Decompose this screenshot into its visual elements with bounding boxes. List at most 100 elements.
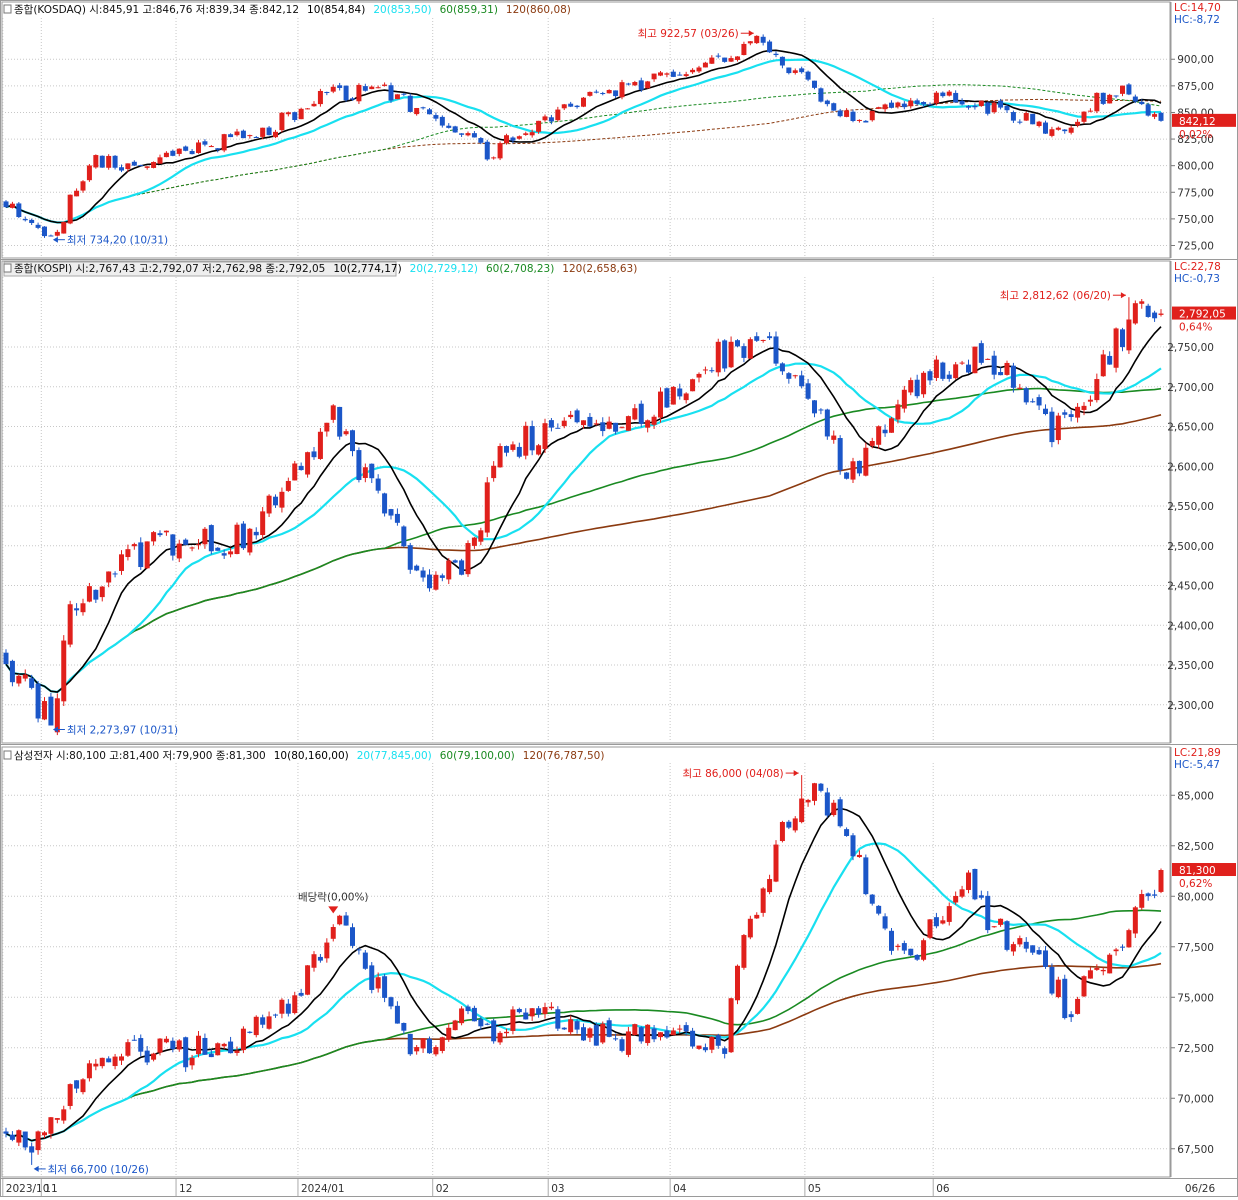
candle-body[interactable] [933, 92, 939, 104]
candle-body[interactable] [696, 373, 702, 378]
candle-body[interactable] [1075, 406, 1081, 418]
candle-body[interactable] [119, 167, 124, 171]
candle-body[interactable] [523, 425, 529, 456]
candle-body[interactable] [658, 72, 663, 76]
candle-body[interactable] [151, 1053, 157, 1060]
candle-body[interactable] [510, 137, 516, 141]
candle-body[interactable] [940, 92, 946, 97]
candle-body[interactable] [388, 85, 394, 101]
candle-body[interactable] [196, 142, 201, 154]
candle-body[interactable] [491, 157, 497, 159]
candle-body[interactable] [683, 74, 689, 77]
kosdaq-panel[interactable]: 725,00750,00775,00800,00825,00850,00875,… [0, 1, 1238, 260]
candle-body[interactable] [593, 423, 599, 425]
candle-body[interactable] [61, 1109, 67, 1121]
candle-body[interactable] [978, 895, 984, 898]
candle-body[interactable] [1017, 938, 1023, 945]
candle-body[interactable] [722, 340, 728, 369]
candle-body[interactable] [478, 530, 484, 542]
candle-body[interactable] [812, 400, 817, 414]
candle-body[interactable] [1062, 129, 1068, 132]
candle-body[interactable] [382, 493, 388, 514]
candle-body[interactable] [587, 1028, 593, 1038]
candle-body[interactable] [959, 362, 965, 364]
candle-body[interactable] [253, 531, 259, 536]
candle-body[interactable] [709, 370, 715, 372]
candle-body[interactable] [433, 1046, 439, 1055]
candle-body[interactable] [600, 1023, 606, 1043]
candle-body[interactable] [613, 422, 619, 432]
candle-body[interactable] [330, 927, 336, 939]
candle-body[interactable] [921, 940, 927, 960]
candle-body[interactable] [285, 480, 291, 491]
candle-body[interactable] [966, 106, 971, 108]
candle-body[interactable] [29, 1146, 35, 1153]
candle-body[interactable] [1120, 329, 1125, 348]
candle-body[interactable] [651, 73, 657, 80]
candle-body[interactable] [536, 120, 542, 132]
candle-body[interactable] [292, 112, 298, 121]
candle-body[interactable] [876, 107, 882, 109]
candle-body[interactable] [1068, 414, 1074, 418]
candle-body[interactable] [670, 386, 676, 405]
candle-body[interactable] [1152, 114, 1158, 117]
candle-body[interactable] [889, 418, 894, 433]
candle-body[interactable] [311, 103, 317, 107]
candle-body[interactable] [16, 1130, 22, 1143]
candle-body[interactable] [439, 1037, 445, 1051]
candle-body[interactable] [542, 423, 548, 449]
candle-body[interactable] [638, 80, 644, 90]
candle-body[interactable] [555, 1009, 561, 1029]
candle-body[interactable] [279, 491, 285, 508]
candle-body[interactable] [998, 100, 1004, 108]
candle-body[interactable] [709, 1036, 715, 1050]
candle-body[interactable] [330, 405, 336, 420]
candle-body[interactable] [42, 1132, 47, 1136]
candle-body[interactable] [273, 131, 278, 138]
candle-body[interactable] [234, 1050, 240, 1053]
candle-body[interactable] [985, 358, 991, 360]
candle-body[interactable] [792, 818, 798, 831]
candle-body[interactable] [869, 110, 875, 121]
candle-body[interactable] [3, 1131, 9, 1134]
candle-body[interactable] [812, 783, 817, 801]
candle-body[interactable] [876, 905, 882, 914]
candle-body[interactable] [369, 965, 375, 990]
candle-body[interactable] [696, 1045, 702, 1049]
candle-body[interactable] [889, 930, 894, 951]
candle-body[interactable] [414, 107, 420, 115]
candle-body[interactable] [420, 107, 426, 109]
candle-body[interactable] [1152, 894, 1158, 896]
candle-body[interactable] [831, 103, 837, 111]
candle-body[interactable] [48, 1117, 54, 1134]
candle-body[interactable] [22, 674, 28, 679]
candle-body[interactable] [632, 1024, 638, 1035]
candle-body[interactable] [844, 829, 850, 836]
candle-body[interactable] [266, 1016, 272, 1029]
candle-body[interactable] [1036, 950, 1042, 955]
candle-body[interactable] [215, 547, 221, 551]
candle-body[interactable] [1062, 978, 1068, 1019]
candle-body[interactable] [67, 1084, 73, 1106]
candle-body[interactable] [946, 906, 952, 922]
candle-body[interactable] [189, 151, 195, 155]
candle-body[interactable] [1075, 998, 1081, 1014]
candle-body[interactable] [420, 570, 426, 578]
candle-body[interactable] [651, 1028, 657, 1040]
candle-body[interactable] [1100, 969, 1106, 972]
candle-body[interactable] [869, 894, 875, 904]
candle-body[interactable] [760, 339, 766, 341]
candle-body[interactable] [119, 1056, 124, 1061]
candle-body[interactable] [953, 895, 959, 903]
candle-body[interactable] [1043, 950, 1048, 967]
candle-body[interactable] [747, 41, 753, 44]
candle-body[interactable] [619, 1039, 625, 1051]
candle-body[interactable] [510, 444, 516, 450]
candle-body[interactable] [625, 416, 631, 431]
candle-body[interactable] [1107, 954, 1113, 974]
candle-body[interactable] [959, 100, 965, 105]
candle-body[interactable] [747, 339, 753, 359]
candle-body[interactable] [1004, 362, 1010, 375]
candle-body[interactable] [933, 359, 939, 378]
candle-body[interactable] [452, 1020, 458, 1031]
